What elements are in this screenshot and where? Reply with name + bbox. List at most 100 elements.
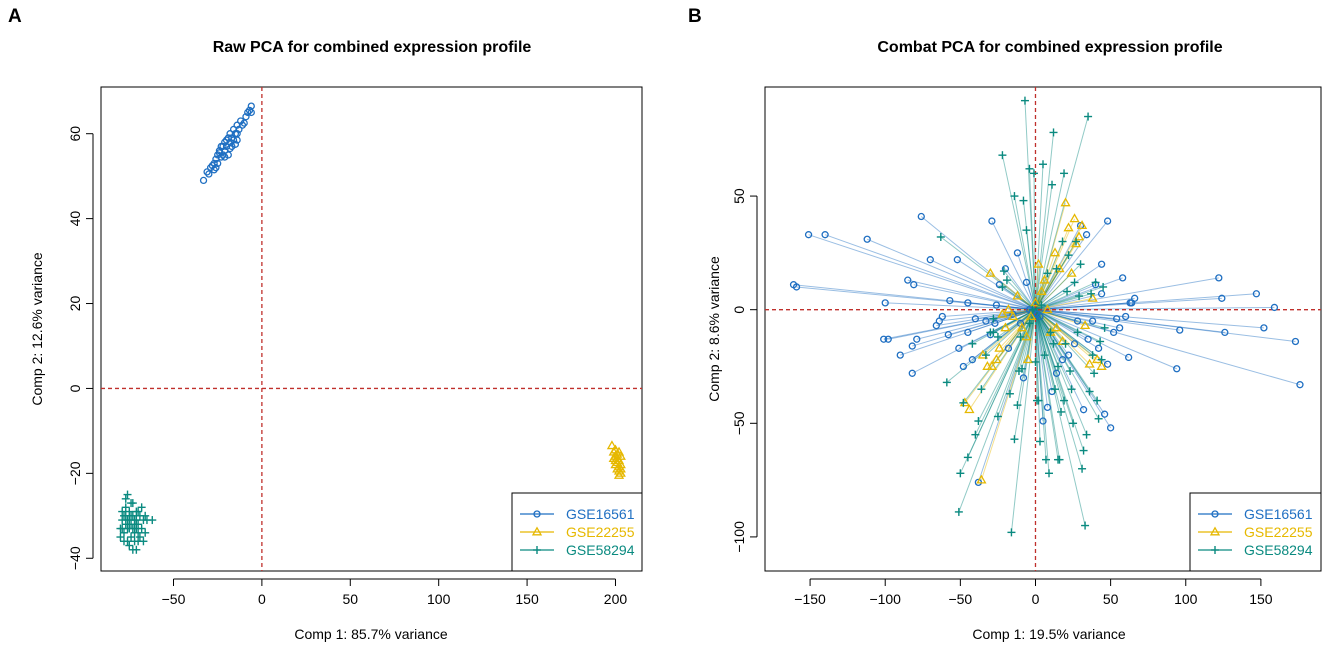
data-point	[148, 516, 157, 525]
data-point	[1066, 267, 1077, 277]
centroid-segment	[1013, 195, 1036, 310]
data-point	[221, 153, 229, 161]
data-point	[982, 317, 990, 325]
centroid-segment	[1035, 309, 1098, 361]
panel-b-points	[789, 96, 1304, 537]
centroid-segment	[963, 309, 1036, 367]
data-point	[1001, 265, 1010, 273]
data-point	[1078, 464, 1087, 473]
data-point	[993, 332, 1002, 341]
centroid-segment	[1035, 309, 1296, 342]
centroid-segment	[1035, 309, 1102, 361]
centroid-segment	[1035, 241, 1077, 310]
data-point	[1076, 220, 1088, 230]
centroid-segment	[1035, 302, 1132, 311]
panel-b-x-axis: −150 −100 −50 0 50 100 150	[794, 578, 1273, 607]
centroid-segment	[1016, 252, 1036, 310]
data-point	[908, 342, 916, 350]
data-point	[880, 335, 888, 343]
data-point	[959, 362, 968, 371]
data-point	[1031, 357, 1040, 366]
data-point	[1043, 403, 1052, 412]
legend-entry-GSE16561: GSE16561	[1198, 506, 1313, 522]
panel-b-y-axis: −100 −50 0 50	[731, 188, 758, 553]
data-point	[981, 351, 990, 360]
centroid-segment	[1024, 100, 1036, 310]
centroid-segment	[958, 309, 1036, 513]
data-point	[1075, 292, 1084, 301]
data-point	[1054, 362, 1063, 371]
data-point	[141, 528, 150, 537]
data-point	[1043, 269, 1052, 278]
data-point	[991, 319, 999, 327]
centroid-segment	[1003, 270, 1036, 311]
data-point	[1088, 317, 1097, 325]
centroid-segment	[1035, 309, 1264, 329]
y-tick-label: 40	[67, 211, 83, 227]
panel-a-y-axis: −40 −20 0 20 40 60	[67, 126, 94, 570]
data-point	[128, 499, 137, 508]
data-point	[1097, 290, 1106, 298]
data-point	[215, 147, 224, 155]
data-point	[135, 533, 144, 542]
data-point	[1019, 196, 1028, 205]
data-point	[1103, 360, 1112, 368]
centroid-segment	[1034, 309, 1041, 442]
data-point	[953, 256, 961, 264]
data-point	[214, 159, 222, 168]
centroid-segment	[942, 309, 1036, 318]
y-tick-label: −40	[67, 546, 83, 570]
data-point	[968, 339, 977, 348]
centroid-segment	[1034, 309, 1059, 460]
legend-label: GSE16561	[566, 506, 635, 522]
data-point	[139, 537, 148, 546]
y-tick-label: 50	[731, 188, 747, 204]
centroid-segment	[974, 309, 1036, 435]
data-point	[615, 459, 626, 469]
x-tick-label: 0	[1032, 591, 1040, 607]
x-tick-label: −50	[948, 591, 972, 607]
data-point	[944, 331, 952, 339]
data-point	[1070, 238, 1082, 248]
legend-marker	[533, 510, 541, 518]
panel-b-reference-lines	[765, 87, 1321, 571]
centroid-segment	[1035, 304, 1042, 311]
panel-a-x-axis: −50 0 50 100 150 200	[162, 578, 627, 607]
data-point	[1070, 278, 1079, 287]
data-point	[999, 267, 1008, 276]
centroid-segment	[1035, 309, 1054, 345]
data-point	[974, 417, 983, 426]
data-point	[804, 231, 813, 239]
centroid-segment	[793, 284, 1036, 311]
data-point	[942, 378, 951, 387]
centroid-segment	[1034, 309, 1050, 474]
data-point	[1084, 112, 1093, 121]
x-tick-label: −50	[162, 591, 186, 607]
data-point	[1048, 180, 1057, 189]
data-point	[1042, 455, 1051, 464]
data-point	[1079, 406, 1088, 414]
data-point	[1000, 322, 1011, 332]
legend-marker	[531, 526, 543, 536]
data-point	[132, 516, 141, 525]
data-point	[1296, 381, 1304, 389]
data-point	[1063, 222, 1074, 232]
centroid-segment	[1010, 309, 1036, 533]
data-point	[1094, 344, 1103, 352]
panel-a-letter: A	[8, 6, 22, 27]
data-point	[221, 138, 229, 146]
centroid-segment	[1034, 173, 1065, 310]
panel-b-letter: B	[688, 6, 702, 27]
data-point	[986, 360, 998, 370]
series-GSE58294	[116, 490, 157, 554]
data-point	[1073, 231, 1085, 241]
centroid-segment	[1035, 116, 1089, 310]
centroid-segment	[1035, 309, 1129, 358]
data-point	[1051, 322, 1062, 332]
data-point	[125, 516, 134, 525]
data-point	[1021, 331, 1032, 341]
data-point	[1125, 353, 1133, 362]
legend-entry-GSE58294: GSE58294	[520, 542, 635, 558]
data-point	[233, 121, 241, 129]
data-point	[1064, 351, 1073, 359]
